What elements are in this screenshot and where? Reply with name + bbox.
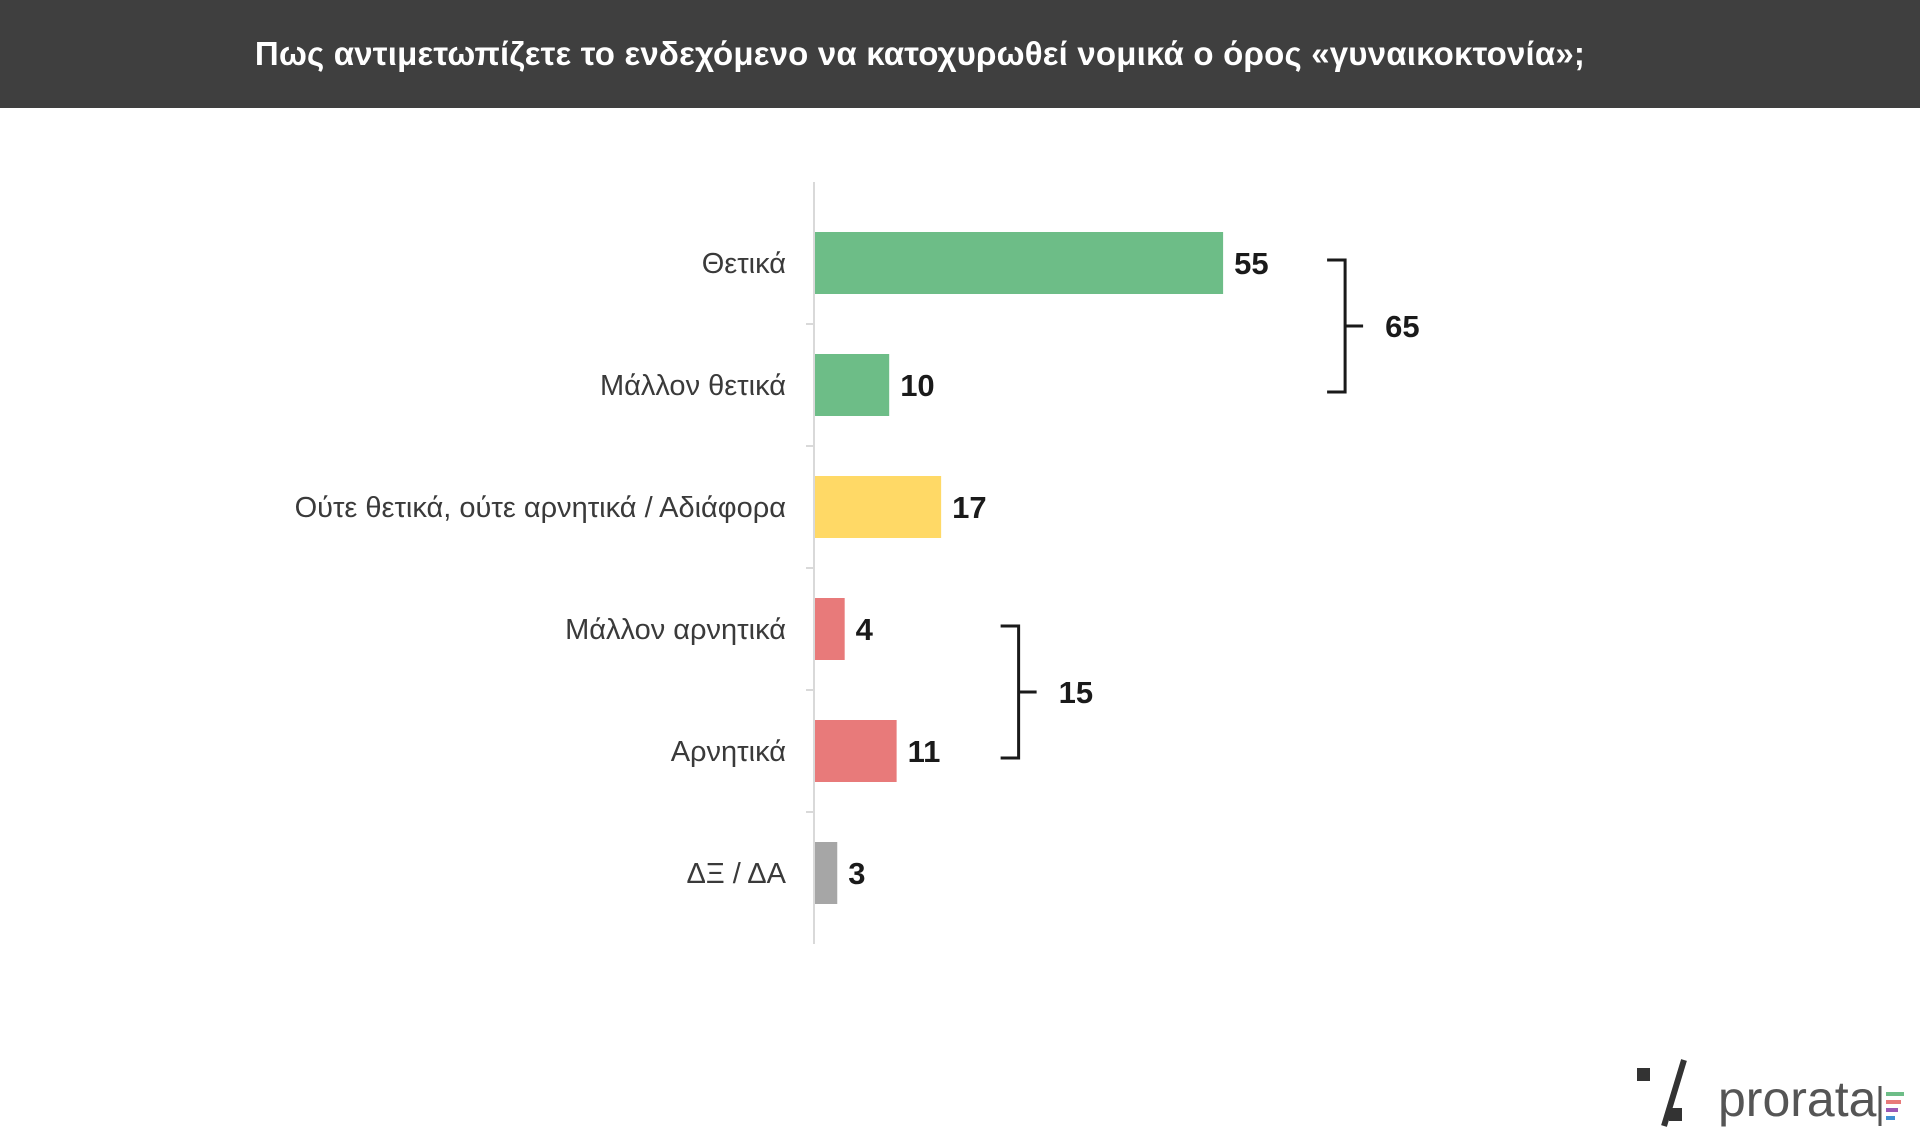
chart-title: Πως αντιμετωπίζετε το ενδεχόμενο να κατο…	[254, 35, 1586, 72]
group-bracket	[1327, 258, 1364, 394]
bar	[815, 476, 942, 538]
group-bracket	[1000, 624, 1037, 760]
category-label: ΔΞ / ΔΑ	[686, 858, 786, 890]
value-label: 4	[856, 612, 874, 647]
title-bar: Πως αντιμετωπίζετε το ενδεχόμενο να κατο…	[0, 0, 1920, 108]
category-label: Αρνητικά	[671, 736, 786, 768]
category-label: Μάλλον θετικά	[600, 370, 786, 402]
value-label: 55	[1234, 246, 1268, 281]
percent-icon	[1637, 1059, 1687, 1127]
value-label: 10	[900, 368, 934, 403]
logo-wordmark: prorata	[1718, 1071, 1877, 1127]
group-total-label: 65	[1385, 309, 1419, 344]
category-label: Ούτε θετικά, ούτε αρνητικά / Αδιάφορα	[295, 492, 786, 524]
bar	[815, 354, 890, 416]
logo-color-bar	[1886, 1108, 1898, 1112]
logo-color-bar	[1886, 1092, 1904, 1096]
bar	[815, 232, 1224, 294]
logo-color-bar	[1886, 1100, 1901, 1104]
group-total-label: 15	[1059, 675, 1093, 710]
value-label: 17	[952, 490, 986, 525]
logo-color-bar	[1886, 1116, 1895, 1120]
value-label: 3	[848, 856, 865, 891]
bar	[815, 598, 845, 660]
category-label: Θετικά	[702, 248, 786, 280]
value-label: 11	[908, 734, 941, 769]
logo-graphic: prorata	[1637, 1059, 1904, 1127]
bar	[815, 720, 897, 782]
category-label: Μάλλον αρνητικά	[565, 614, 786, 646]
logo-bars-icon	[1878, 1086, 1904, 1126]
prorata-logo: prorata	[1628, 1052, 1920, 1128]
bar	[815, 842, 838, 904]
